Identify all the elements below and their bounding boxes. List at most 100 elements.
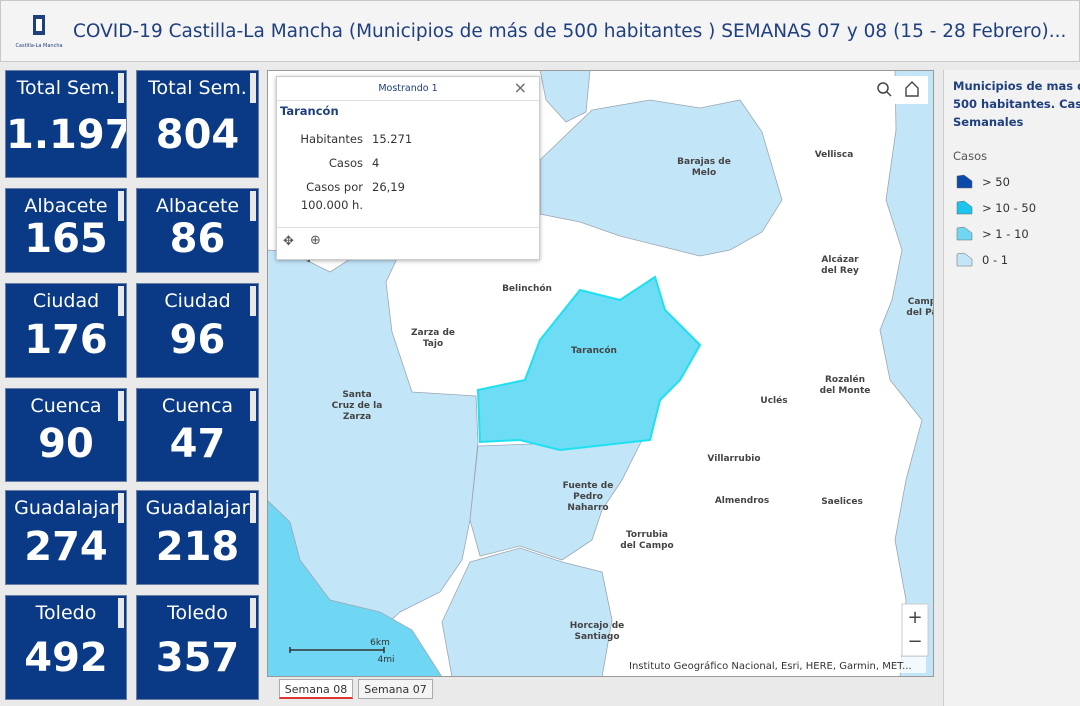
place-label: Camp [908, 297, 934, 307]
place-label: Zarza de [411, 328, 455, 338]
tile-value: 492 [24, 635, 108, 682]
stat-tile: Toledo 492 [5, 595, 127, 700]
place-label: Torrubia [626, 530, 668, 540]
field-label: 100.000 h. [300, 198, 363, 212]
swatch-shape [956, 174, 973, 189]
popup-title: Tarancón [280, 104, 339, 118]
selected-region[interactable] [476, 275, 702, 452]
place-label: del Pa [906, 308, 934, 318]
place-label: Uclés [760, 395, 787, 406]
legend-subtitle: Casos [953, 149, 988, 163]
legend-label: > 1 - 10 [982, 227, 1029, 241]
place-label: del Monte [820, 386, 871, 396]
pan-icon[interactable]: ✥ [283, 234, 294, 249]
place-label: Tarancón [571, 345, 617, 356]
legend-label: > 10 - 50 [982, 201, 1037, 215]
scrollbar [250, 286, 256, 316]
tile-label: Guadalajar [14, 497, 118, 519]
place-label: Pedro [573, 492, 603, 502]
stat-tile: Guadalajar 274 [5, 490, 127, 585]
scrollbar [118, 493, 124, 523]
popup-header: Mostrando 1 [378, 83, 438, 94]
scrollbar [250, 598, 256, 628]
tile-label: Toledo [167, 602, 228, 624]
stat-tile: Guadalajar 218 [136, 490, 259, 585]
legend-title: Municipios de mas de [953, 79, 1080, 93]
place-label: Horcajo de [570, 621, 625, 631]
stat-tile: Ciudad 176 [5, 283, 127, 378]
title: COVID-19 Castilla-La Mancha (Municipios … [73, 21, 1067, 42]
legend-title: Semanales [953, 115, 1024, 129]
scrollbar [118, 73, 124, 103]
svg-text:+: + [907, 607, 922, 628]
place-label: Saelices [821, 497, 863, 507]
field-label: Casos por [306, 180, 363, 194]
place-label: del Campo [620, 541, 673, 551]
field-label: Casos [328, 156, 363, 170]
swatch-shape [956, 200, 973, 215]
tile-value: 1.197 [6, 111, 127, 158]
close-button[interactable]: × [513, 78, 527, 97]
legend-title: 500 habitantes. Casos [953, 97, 1080, 111]
place-label: Naharro [567, 503, 608, 513]
tile-value: 804 [155, 111, 240, 158]
tile-value: 86 [169, 215, 226, 262]
zoom-control[interactable] [901, 603, 929, 657]
home-icon[interactable] [905, 81, 919, 97]
legend: Municipios de mas de 500 habitantes. Caso… [943, 70, 1080, 706]
field-value: 26,19 [372, 180, 405, 194]
stat-tile: Cuenca 90 [5, 388, 127, 482]
zoom-to-icon[interactable]: ⊕ [310, 233, 321, 248]
tile-value: 274 [24, 523, 108, 570]
tile-label: Toledo [35, 602, 97, 624]
stat-tile: Cuenca 47 [136, 388, 259, 482]
stat-tile: Total Sem. 1.197 [5, 70, 127, 178]
stat-tile: Total Sem. 804 [136, 70, 259, 178]
place-label: Barajas de [677, 157, 731, 167]
place-label: del Rey [821, 266, 859, 276]
region [879, 71, 933, 676]
popup: Mostrando 1 × Tarancón Habitantes 15.271 C… [276, 76, 540, 260]
place-label: Cruz de la [332, 401, 383, 411]
scrollbar [118, 286, 124, 316]
scrollbar [118, 391, 124, 421]
tile-label: Total Sem. [16, 77, 116, 99]
tile-label: Guadalajar [145, 497, 250, 519]
stat-tile: Ciudad 96 [136, 283, 259, 378]
region [469, 439, 643, 561]
place-label: Rozalén [825, 374, 865, 385]
scrollbar [250, 493, 256, 523]
field-label: Habitantes [300, 132, 363, 146]
field-value: 15.271 [372, 132, 413, 146]
scrollbar [118, 191, 124, 221]
tile-value: 90 [38, 421, 94, 468]
place-label: Santa [342, 390, 371, 400]
tile-label: Ciudad [32, 290, 100, 312]
legend-swatch [956, 226, 973, 241]
search-icon[interactable] [877, 82, 889, 94]
tab[interactable]: Semana 07 [358, 679, 433, 699]
legend-label: 0 - 1 [982, 253, 1009, 267]
tile-label: Cuenca [30, 395, 102, 417]
scrollbar [118, 598, 124, 628]
tile-label: Ciudad [164, 290, 231, 312]
swatch-shape [956, 226, 973, 241]
scale-bar [289, 647, 385, 653]
field-value: 4 [372, 156, 380, 170]
legend-swatch [956, 174, 973, 189]
region [441, 547, 613, 676]
place-label: Tajo [423, 339, 443, 349]
place-label: Almendros [715, 496, 769, 506]
map[interactable]: Barajas de Melo Vellisca Alcázar del Rey Beli… [267, 70, 934, 677]
place-label: Santiago [574, 632, 619, 642]
place-label: Villarrubio [707, 454, 760, 464]
tile-label: Cuenca [161, 395, 234, 417]
place-label: Fuente de [563, 481, 614, 491]
tab[interactable]: Semana 08 [279, 679, 353, 699]
header: Castilla-La Mancha COVID-19 Castilla-La … [0, 0, 1080, 62]
tile-value: 165 [24, 215, 108, 262]
place-label: Melo [692, 168, 716, 178]
tile-value: 218 [155, 523, 240, 570]
